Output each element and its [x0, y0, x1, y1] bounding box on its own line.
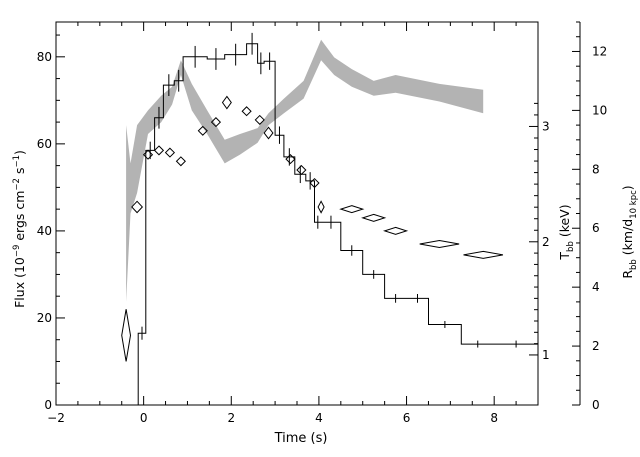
x-tick-label: 8 [490, 411, 498, 425]
flux-tick-label: 60 [37, 137, 52, 151]
temperature-diamond [210, 117, 222, 128]
flux-step-line [130, 43, 538, 406]
x-tick-label: 2 [227, 411, 235, 425]
temperature-diamond-layer [121, 95, 504, 362]
temperature-tick-label: 1 [542, 348, 550, 362]
temperature-tick-label: 3 [542, 119, 550, 133]
radius-tick-label: 4 [592, 280, 600, 294]
flux-step-layer [130, 32, 538, 406]
x-tick-label: 0 [140, 411, 148, 425]
radius-tick-label: 8 [592, 162, 600, 176]
x-axis-label: Time (s) [274, 431, 328, 446]
temperature-diamond [175, 156, 186, 167]
temperature-diamond [241, 106, 252, 117]
temperature-axis-ticks: 1 2 3 [529, 102, 550, 362]
radius-tick-label: 2 [592, 339, 600, 353]
temperature-diamond [263, 126, 274, 140]
temperature-diamond [382, 226, 409, 235]
temperature-diamond [254, 114, 265, 125]
temperature-diamond [309, 177, 320, 189]
temperature-diamond [317, 200, 325, 214]
radius-tick-label: 10 [592, 103, 607, 117]
flux-tick-label: 0 [44, 398, 52, 412]
radius-tick-label: 12 [592, 44, 607, 58]
temperature-diamond [296, 164, 307, 176]
x-tick-label: 6 [403, 411, 411, 425]
x-tick-label: −2 [47, 411, 65, 425]
radius-tick-label: 6 [592, 221, 600, 235]
radius-axis-label: Rbb (km/d10 kpc) [620, 185, 639, 278]
temperature-tick-label: 2 [542, 235, 550, 249]
temperature-diamond [463, 250, 504, 259]
temperature-diamond [221, 95, 232, 110]
radius-axis-ticks: 0 2 4 6 8 10 12 [572, 21, 607, 412]
radius-band-layer [126, 39, 484, 302]
temperature-diamond [285, 154, 296, 165]
flux-tick-label: 40 [37, 224, 52, 238]
temperature-diamond [197, 125, 208, 136]
temperature-diamond [121, 309, 131, 362]
temperature-diamond [339, 205, 365, 214]
radius-band [126, 39, 484, 302]
x-tick-label: 4 [315, 411, 323, 425]
x-axis-ticks: −2 0 2 4 6 8 [47, 22, 539, 425]
flux-tick-label: 20 [37, 311, 52, 325]
temperature-diamond [131, 200, 144, 214]
flux-tick-label: 80 [37, 50, 52, 64]
temperature-diamond [164, 147, 176, 158]
flux-axis-ticks: 0 20 40 60 80 [37, 34, 65, 412]
radius-tick-label: 0 [592, 398, 600, 412]
temperature-diamond [153, 145, 165, 156]
temperature-diamond [361, 213, 387, 222]
flux-axis-label: Flux (10−9 ergs cm−2 s−1) [12, 150, 27, 308]
temperature-diamond [142, 149, 154, 160]
temperature-diamond [419, 239, 460, 248]
temperature-axis-label: Tbb (keV) [557, 204, 576, 260]
